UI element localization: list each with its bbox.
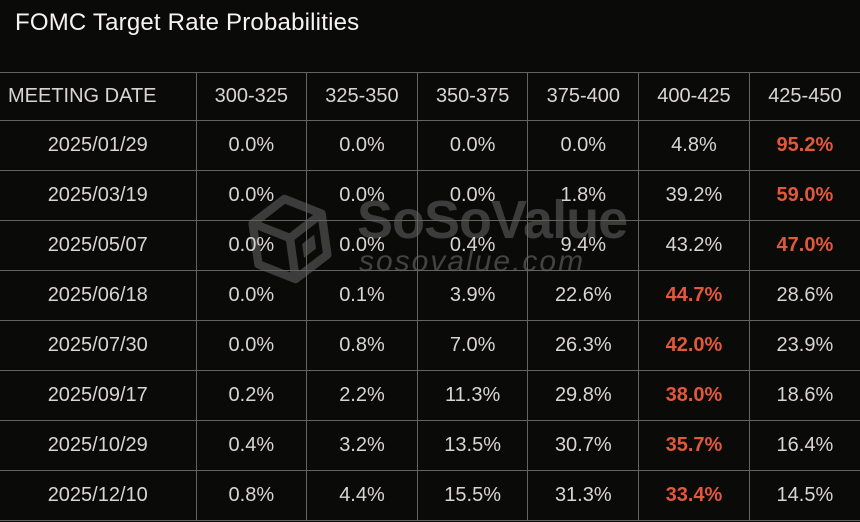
- probability-cell: 59.0%: [748, 170, 860, 221]
- probability-cell: 0.0%: [195, 320, 308, 371]
- probability-cell: 23.9%: [748, 320, 860, 371]
- probability-cell: 0.8%: [306, 320, 418, 371]
- probability-cell: 0.2%: [195, 370, 308, 421]
- probability-cell: 4.4%: [306, 470, 418, 521]
- header-rate-bucket: 300-325: [195, 72, 308, 121]
- probability-cell: 18.6%: [748, 370, 860, 421]
- probability-cell: 0.0%: [416, 120, 529, 171]
- probability-cell: 0.0%: [527, 120, 640, 171]
- probability-cell: 0.0%: [195, 220, 308, 271]
- probability-cell: 0.0%: [306, 120, 418, 171]
- probability-cell: 44.7%: [638, 270, 750, 321]
- meeting-date-cell: 2025/01/29: [0, 120, 197, 171]
- probability-cell: 3.9%: [416, 270, 529, 321]
- probability-cell: 29.8%: [527, 370, 640, 421]
- table-row: 2025/03/19 0.0% 0.0% 0.0% 1.8% 39.2% 59.0%: [0, 170, 860, 221]
- table-row: 2025/05/07 0.0% 0.0% 0.4% 9.4% 43.2% 47.0%: [0, 220, 860, 271]
- header-rate-bucket: 375-400: [527, 72, 640, 121]
- meeting-date-cell: 2025/10/29: [0, 420, 197, 471]
- meeting-date-cell: 2025/09/17: [0, 370, 197, 421]
- probability-cell: 4.8%: [638, 120, 750, 171]
- rate-probabilities-table: MEETING DATE 300-325 325-350 350-375 375-400…: [0, 72, 860, 521]
- meeting-date-cell: 2025/06/18: [0, 270, 197, 321]
- probability-cell: 47.0%: [748, 220, 860, 271]
- probability-cell: 11.3%: [416, 370, 529, 421]
- probability-cell: 7.0%: [416, 320, 529, 371]
- header-rate-bucket: 400-425: [638, 72, 750, 121]
- table-row: 2025/01/29 0.0% 0.0% 0.0% 0.0% 4.8% 95.2%: [0, 120, 860, 171]
- probability-cell: 43.2%: [638, 220, 750, 271]
- probability-cell: 0.4%: [416, 220, 529, 271]
- probability-cell: 16.4%: [748, 420, 860, 471]
- probability-cell: 1.8%: [527, 170, 640, 221]
- probability-cell: 39.2%: [638, 170, 750, 221]
- table-row: 2025/10/29 0.4% 3.2% 13.5% 30.7% 35.7% 16.4%: [0, 420, 860, 471]
- header-meeting-date: MEETING DATE: [0, 72, 197, 121]
- probability-cell: 0.0%: [195, 270, 308, 321]
- meeting-date-cell: 2025/03/19: [0, 170, 197, 221]
- header-rate-bucket: 350-375: [416, 72, 529, 121]
- probability-cell: 26.3%: [527, 320, 640, 371]
- table-header-row: MEETING DATE 300-325 325-350 350-375 375-400…: [0, 72, 860, 121]
- probability-cell: 0.1%: [306, 270, 418, 321]
- probability-cell: 2.2%: [306, 370, 418, 421]
- page-title: FOMC Target Rate Probabilities: [15, 9, 360, 36]
- probability-cell: 13.5%: [416, 420, 529, 471]
- probability-cell: 14.5%: [748, 470, 860, 521]
- probability-cell: 3.2%: [306, 420, 418, 471]
- probability-cell: 28.6%: [748, 270, 860, 321]
- meeting-date-cell: 2025/05/07: [0, 220, 197, 271]
- table-row: 2025/12/10 0.8% 4.4% 15.5% 31.3% 33.4% 14.5%: [0, 470, 860, 521]
- probability-cell: 0.8%: [195, 470, 308, 521]
- header-rate-bucket: 325-350: [306, 72, 418, 121]
- probability-cell: 0.0%: [195, 120, 308, 171]
- probability-cell: 9.4%: [527, 220, 640, 271]
- probability-cell: 30.7%: [527, 420, 640, 471]
- header-rate-bucket: 425-450: [748, 72, 860, 121]
- table-row: 2025/09/17 0.2% 2.2% 11.3% 29.8% 38.0% 18.6%: [0, 370, 860, 421]
- probability-cell: 95.2%: [748, 120, 860, 171]
- probability-cell: 0.4%: [195, 420, 308, 471]
- probability-cell: 15.5%: [416, 470, 529, 521]
- table-row: 2025/06/18 0.0% 0.1% 3.9% 22.6% 44.7% 28.6%: [0, 270, 860, 321]
- probability-cell: 0.0%: [416, 170, 529, 221]
- table-row: 2025/07/30 0.0% 0.8% 7.0% 26.3% 42.0% 23.9%: [0, 320, 860, 371]
- meeting-date-cell: 2025/12/10: [0, 470, 197, 521]
- probability-cell: 0.0%: [306, 170, 418, 221]
- table-body: 2025/01/29 0.0% 0.0% 0.0% 0.0% 4.8% 95.2% 2025/…: [0, 120, 860, 521]
- probability-cell: 35.7%: [638, 420, 750, 471]
- probability-cell: 31.3%: [527, 470, 640, 521]
- probability-cell: 22.6%: [527, 270, 640, 321]
- probability-cell: 38.0%: [638, 370, 750, 421]
- probability-cell: 33.4%: [638, 470, 750, 521]
- probability-cell: 0.0%: [306, 220, 418, 271]
- probability-cell: 42.0%: [638, 320, 750, 371]
- probability-cell: 0.0%: [195, 170, 308, 221]
- meeting-date-cell: 2025/07/30: [0, 320, 197, 371]
